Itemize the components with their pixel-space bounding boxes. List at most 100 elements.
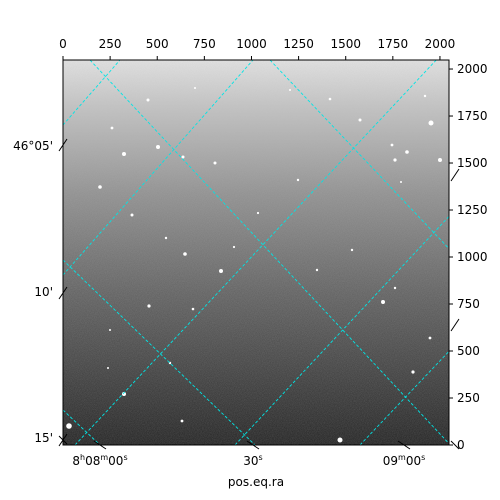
dec-tick-mark [58,286,68,300]
ra-value-part: 00 [406,454,421,468]
ra-tick-mark [450,440,460,450]
top-tick-label: 1250 [283,37,314,51]
ra-tick-label: 09m​00s​ [383,453,426,468]
star-source [98,185,102,189]
wcs-grid-line [63,60,121,126]
star-source [381,300,385,304]
ra-tick-mark [397,440,411,450]
top-tick-label: 2000 [425,37,456,51]
star-source [147,304,151,308]
top-pixel-axis: 0 250 500 750 1000 1250 1500 1750 2000 [59,37,455,60]
right-tick-label: 1500 [457,156,488,170]
star-sources [66,87,442,443]
star-source [296,178,300,182]
wcs-grid-line [74,60,437,445]
ra-unit-superscript: s [259,453,263,462]
star-source [393,158,397,162]
ra-tick-label: 30s​ [243,453,262,468]
ra-tick-label: 8h​08m​00s​ [72,453,127,468]
ra-unit-superscript: s [421,453,425,462]
star-source [107,367,109,369]
star-source [393,286,397,290]
star-source [191,307,195,311]
top-tick-label: 500 [146,37,169,51]
star-source [405,150,409,154]
top-tick-label: 750 [193,37,216,51]
star-source [164,236,168,240]
star-source [328,97,332,101]
star-source [428,336,432,340]
ra-value-part: 30 [243,454,258,468]
star-source [110,126,114,130]
plot-frame [62,59,450,446]
ra-tick-mark [93,440,107,450]
star-source [438,158,442,162]
star-source [315,268,319,272]
image-area [63,60,449,445]
star-source [122,152,126,156]
star-source [156,145,160,149]
right-tick-label: 1750 [457,109,488,123]
dec-tick-label: 46°05' [13,139,53,153]
dec-tick-mark [58,138,68,152]
sky-noise [63,60,449,445]
dec-tick-label: 15' [34,431,53,445]
dec-tick-mark [450,318,460,332]
star-source [400,181,402,183]
wcs-grid-line [89,60,449,445]
star-source [390,143,394,147]
star-source [350,248,354,252]
star-source [232,245,236,249]
wcs-grid-line [63,409,101,445]
star-source [423,94,427,98]
star-source [194,87,196,89]
right-tick-label: 0 [457,438,465,452]
right-pixel-axis: 0 250 500 750 1000 1250 1500 1750 2000 [449,62,488,452]
ra-value-part: 09 [383,454,398,468]
star-source [358,118,362,122]
top-tick-label: 1000 [236,37,267,51]
ra-value-part: 8 [72,454,80,468]
ra-axis: 8h​08m​00s​30s​09m​00s​ [58,435,460,468]
star-source [181,155,185,159]
star-source [109,329,111,331]
dec-tick-label: 10' [34,285,53,299]
ra-unit-superscript: m [398,453,406,462]
ra-value-part: 00 [108,454,123,468]
wcs-grid-line [234,215,449,445]
wcs-grid-line [359,350,449,445]
right-tick-label: 750 [457,297,480,311]
star-source [219,269,223,273]
star-source [256,211,260,215]
star-source [428,120,434,126]
right-tick-label: 1000 [457,250,488,264]
star-source [289,89,291,91]
right-tick-label: 2000 [457,62,488,76]
ra-unit-superscript: h [80,453,85,462]
wcs-grid-line [63,259,256,445]
right-tick-label: 250 [457,391,480,405]
dec-tick-mark [58,433,68,447]
ra-unit-superscript: m [100,453,108,462]
x-axis-label: pos.eq.ra [228,475,284,489]
right-tick-label: 500 [457,344,480,358]
wcs-grid [63,60,449,445]
star-source [66,423,72,429]
star-source [411,370,415,374]
ra-tick-mark [246,440,260,450]
dec-tick-mark [450,168,460,182]
star-source [122,392,126,396]
star-source [130,213,134,217]
right-tick-label: 1250 [457,203,488,217]
dec-axis: 46°05' 10' 15' [13,138,460,447]
star-source [213,161,217,165]
star-source [337,437,343,443]
top-tick-label: 0 [59,37,67,51]
star-source [180,419,184,423]
top-tick-label: 1750 [378,37,409,51]
star-source [183,252,187,256]
star-source [146,98,150,102]
ra-value-part: 08 [85,454,100,468]
top-tick-label: 1500 [330,37,361,51]
